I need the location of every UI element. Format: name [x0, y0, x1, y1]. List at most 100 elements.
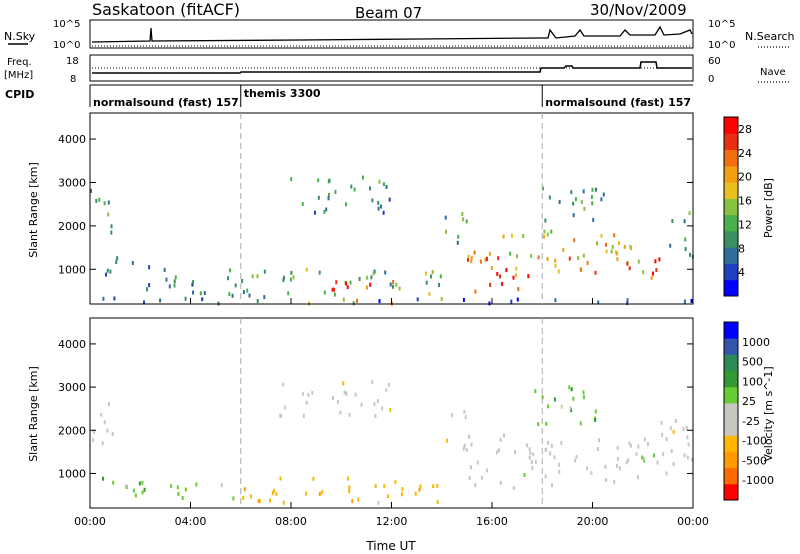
velocity-cell [104, 420, 106, 424]
power-cell [462, 217, 464, 221]
power-cell [302, 202, 304, 206]
nsky-trace [92, 27, 692, 42]
velocity-cell [375, 484, 377, 488]
velocity-cell [177, 492, 179, 496]
velocity-cell [432, 484, 434, 488]
y-tick-label: 2000 [58, 424, 86, 437]
velocity-cell [374, 414, 376, 418]
nsearch-label: N.Search [745, 30, 795, 43]
power-cell [486, 257, 488, 261]
velocity-cell [551, 444, 553, 448]
velocity-cell [269, 499, 271, 503]
velocity-cell [597, 447, 599, 451]
power-cell [689, 253, 691, 257]
velocity-cell [185, 488, 187, 492]
velocity-cell [545, 448, 547, 452]
velocity-cell [466, 448, 468, 452]
velocity-cell [637, 445, 639, 449]
power-cell [383, 182, 385, 186]
y-tick-label: 3000 [58, 381, 86, 394]
power-cell [257, 274, 259, 278]
colorbar-swatch [724, 354, 738, 371]
power-colorbar: 481216202428 [724, 117, 752, 297]
power-cell [417, 297, 419, 301]
colorbar-tick-label: 16 [738, 195, 752, 208]
power-cell [691, 299, 693, 303]
colorbar-swatch [724, 215, 738, 232]
velocity-cell [675, 419, 677, 423]
velocity-cell [673, 462, 675, 466]
power-cell [343, 298, 345, 302]
nsky-strip-frame [90, 20, 693, 48]
power-cell [392, 280, 394, 284]
power-cell [399, 287, 401, 291]
power-cell [290, 278, 292, 282]
cpid-segment-label: normalsound (fast) 157 [93, 96, 239, 109]
power-cell [378, 207, 380, 211]
velocity-cell [534, 389, 536, 393]
velocity-cell [470, 465, 472, 469]
power-cell [249, 294, 251, 298]
power-cell [538, 255, 540, 259]
velocity-cell [280, 477, 282, 481]
power-cell [95, 199, 97, 203]
x-tick-label: 12:00 [376, 515, 408, 528]
velocity-marks [92, 380, 693, 505]
velocity-cell [377, 399, 379, 403]
colorbar-tick-label: 100 [742, 375, 763, 388]
velocity-cell [303, 414, 305, 418]
power-cell [474, 251, 476, 255]
velocity-cell [283, 501, 285, 505]
velocity-cell [526, 443, 528, 447]
power-cell [547, 233, 549, 237]
velocity-cell [545, 422, 547, 426]
velocity-cell [133, 489, 135, 493]
power-ylabel: Slant Range [km] [27, 162, 40, 258]
velocity-cell [531, 466, 533, 470]
power-cell [384, 271, 386, 275]
velocity-cell [586, 466, 588, 470]
power-cell [328, 196, 330, 200]
velocity-cell [348, 485, 350, 489]
velocity-cell [647, 442, 649, 446]
power-cell [569, 257, 571, 261]
power-cell [113, 297, 115, 301]
velocity-cell [311, 391, 313, 395]
power-cell [627, 298, 629, 302]
power-cell [332, 288, 334, 292]
power-cell [105, 273, 107, 277]
velocity-cell [496, 450, 498, 454]
radar-figure: Saskatoon (fitACF) Beam 07 30/Nov/2009 N… [0, 0, 800, 554]
velocity-cell [686, 426, 688, 430]
power-cell [241, 279, 243, 283]
cpid-segments: normalsound (fast) 157themis 3300normals… [90, 85, 691, 109]
power-cell [573, 213, 575, 217]
power-cell [111, 224, 113, 228]
velocity-cell [371, 380, 373, 384]
power-cell [350, 185, 352, 189]
cpid-label: CPID [5, 88, 34, 101]
velocity-cell [258, 499, 260, 503]
power-cell [468, 254, 470, 258]
velocity-cell [576, 455, 578, 459]
power-cell [445, 216, 447, 220]
power-cell [655, 268, 657, 272]
velocity-cell [282, 383, 284, 387]
colorbar-swatch [724, 322, 738, 339]
power-cell [575, 197, 577, 201]
velocity-cell [666, 471, 668, 475]
power-cell [581, 200, 583, 204]
x-tick-label: 00:00 [677, 515, 709, 528]
power-cell [573, 238, 575, 242]
power-cell [489, 252, 491, 256]
power-cell [347, 285, 349, 289]
power-cell [169, 284, 171, 288]
velocity-cell [275, 492, 277, 496]
x-tick-label: 08:00 [275, 515, 307, 528]
velocity-cell [242, 496, 244, 500]
velocity-cell [529, 456, 531, 460]
power-cell [264, 270, 266, 274]
colorbar-swatch [724, 419, 738, 436]
power-cell [192, 291, 194, 295]
power-cell [549, 196, 551, 200]
